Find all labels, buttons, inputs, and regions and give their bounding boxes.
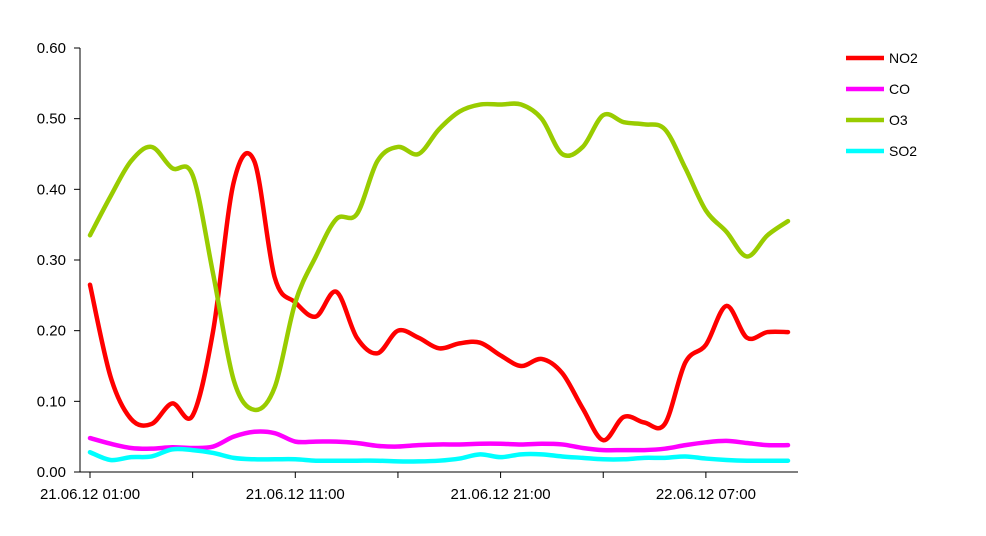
series-lines	[87, 101, 791, 464]
legend-label-so2: SO2	[889, 143, 917, 159]
series-line-co	[87, 429, 791, 453]
y-tick-label: 0.10	[37, 393, 66, 410]
y-axis: 0.00 0.10 0.20 0.30 0.40 0.50 0.60	[37, 40, 81, 481]
x-tick-label: 21.06.12 01:00	[40, 486, 140, 503]
legend-label-o3: O3	[889, 112, 908, 128]
series-line-no2	[87, 151, 791, 443]
legend-label-no2: NO2	[889, 50, 918, 66]
x-tick-label: 21.06.12 21:00	[451, 486, 551, 503]
legend-label-co: CO	[889, 81, 910, 97]
y-tick-label: 0.30	[37, 252, 66, 269]
y-tick-label: 0.50	[37, 111, 66, 128]
y-tick-label: 0.20	[37, 323, 66, 340]
y-tick-label: 0.60	[37, 40, 66, 57]
x-tick-label: 22.06.12 07:00	[656, 486, 756, 503]
x-tick-label: 21.06.12 11:00	[246, 486, 345, 503]
series-line-so2	[87, 446, 791, 464]
series-line-o3	[87, 101, 791, 413]
legend: NO2 CO O3 SO2	[846, 50, 918, 159]
y-tick-label: 0.40	[37, 181, 66, 198]
y-tick-label: 0.00	[37, 464, 66, 481]
x-axis: 21.06.12 01:00 21.06.12 11:00 21.06.12 21:…	[40, 471, 798, 503]
